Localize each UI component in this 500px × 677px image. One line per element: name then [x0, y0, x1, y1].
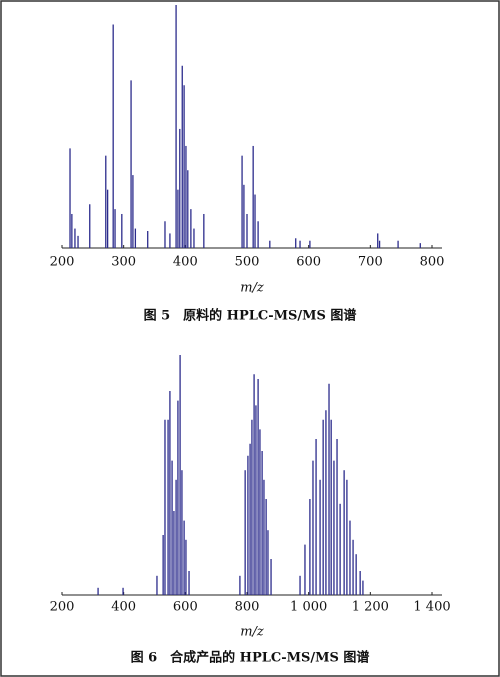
x-tick-label: 1 400	[413, 600, 450, 615]
x-axis-label: m/z	[240, 625, 264, 640]
x-tick-label: 1 000	[290, 600, 327, 615]
x-tick-label: 600	[296, 255, 321, 270]
caption: 图 6 合成产品的 HPLC-MS/MS 图谱	[131, 650, 370, 666]
x-tick-label: 600	[173, 600, 198, 615]
x-tick-label: 300	[111, 255, 136, 270]
x-tick-label: 200	[50, 600, 75, 615]
x-tick-label: 1 200	[352, 600, 389, 615]
x-axis-label: m/z	[240, 281, 264, 296]
x-tick-label: 200	[50, 255, 75, 270]
x-tick-label: 400	[173, 255, 198, 270]
caption: 图 5 原料的 HPLC-MS/MS 图谱	[144, 308, 357, 324]
x-tick-label: 400	[111, 600, 136, 615]
x-tick-label: 800	[420, 255, 445, 270]
x-tick-label: 800	[235, 600, 260, 615]
x-tick-label: 700	[358, 255, 383, 270]
x-tick-label: 500	[235, 255, 260, 270]
